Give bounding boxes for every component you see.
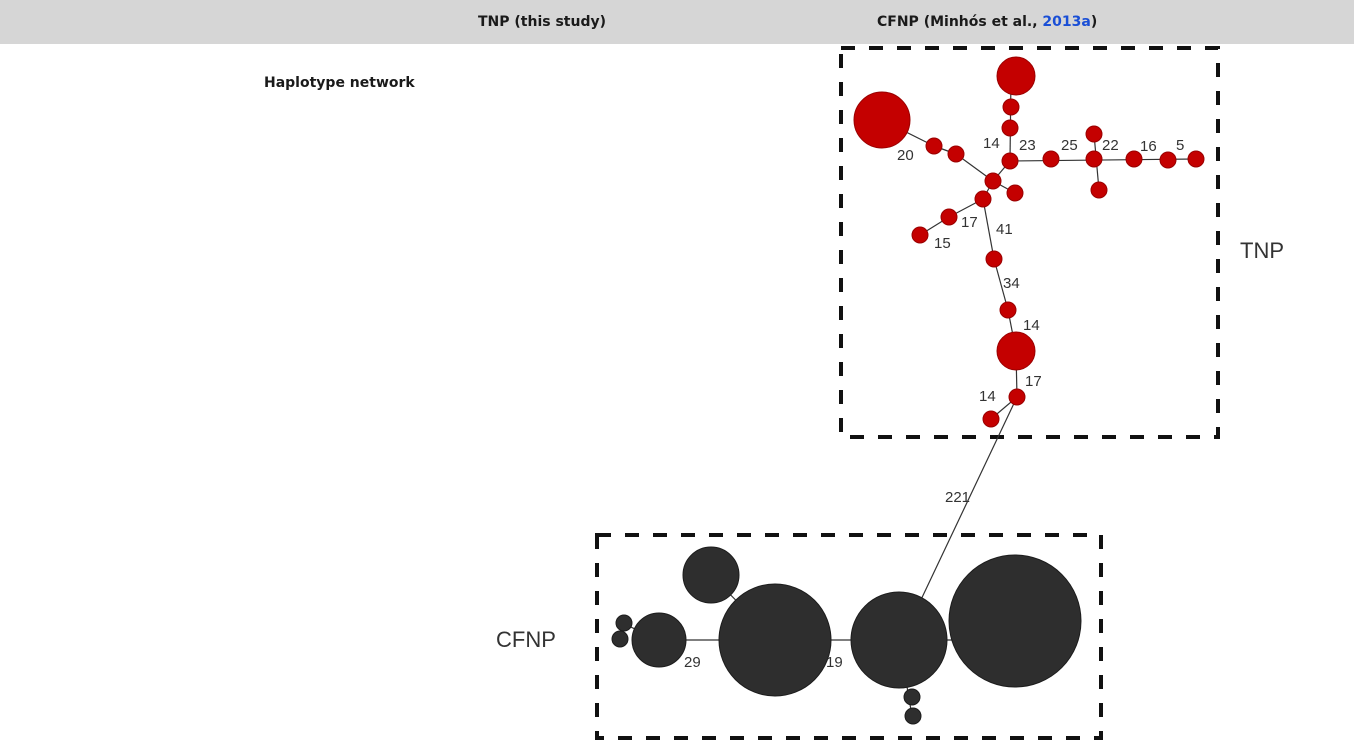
row-label-haplotype-network: Haplotype network xyxy=(264,75,415,91)
edge-label: 23 xyxy=(1019,137,1036,154)
edge xyxy=(993,258,1009,311)
edge-label: 5 xyxy=(1176,137,1184,154)
haplotype-node xyxy=(1085,125,1103,143)
edge-label: 17 xyxy=(961,214,978,231)
edge-label: 15 xyxy=(934,235,951,252)
haplotype-node xyxy=(718,583,832,697)
edge-label: 41 xyxy=(996,221,1013,238)
haplotype-node xyxy=(1002,98,1020,116)
column-header-tnp: TNP (this study) xyxy=(478,14,607,30)
haplotype-node xyxy=(982,410,1000,428)
edge-label: 221 xyxy=(945,489,970,506)
cfnp-group-box xyxy=(595,533,1103,740)
edge-label: 14 xyxy=(979,388,996,405)
haplotype-node xyxy=(1006,184,1024,202)
haplotype-node xyxy=(1008,388,1026,406)
edge-label: 14 xyxy=(1023,317,1040,334)
haplotype-node xyxy=(615,614,633,632)
haplotype-node xyxy=(853,91,911,149)
haplotype-node xyxy=(1001,119,1019,137)
table-header: TNP (this study) CFNP (Minhós et al., 20… xyxy=(0,0,1354,44)
haplotype-node xyxy=(940,208,958,226)
haplotype-node xyxy=(1125,150,1143,168)
haplotype-node xyxy=(985,250,1003,268)
edge-label: 16 xyxy=(1140,138,1157,155)
haplotype-node xyxy=(1042,150,1060,168)
edge-labels: 20 14 23 25 22 16 5 17 41 15 34 14 17 14… xyxy=(684,135,1184,671)
haplotype-node xyxy=(903,688,921,706)
edge-label: 19 xyxy=(826,654,843,671)
haplotype-node xyxy=(911,226,929,244)
edge-label: 20 xyxy=(897,147,914,164)
haplotype-node xyxy=(631,612,687,668)
haplotype-node xyxy=(974,190,992,208)
haplotype-node xyxy=(850,591,948,689)
haplotype-node xyxy=(948,554,1082,688)
tnp-nodes xyxy=(853,56,1205,428)
haplotype-node xyxy=(925,137,943,155)
edge-label: 29 xyxy=(684,654,701,671)
edge-221 xyxy=(917,396,1018,607)
tnp-group-box xyxy=(839,46,1220,439)
edge-label: 14 xyxy=(983,135,1000,152)
tnp-edges xyxy=(881,75,1197,607)
haplotype-node xyxy=(947,145,965,163)
haplotype-node xyxy=(904,707,922,725)
column-header-cfnp: CFNP (Minhós et al., 2013a) xyxy=(877,14,1097,30)
column-header-cfnp-text: CFNP (Minhós et al., xyxy=(877,14,1043,30)
group-label-cfnp: CFNP xyxy=(496,627,556,652)
haplotype-node xyxy=(1159,151,1177,169)
haplotype-node xyxy=(611,630,629,648)
haplotype-node xyxy=(1085,150,1103,168)
haplotype-node xyxy=(682,546,740,604)
edge-label: 22 xyxy=(1102,137,1119,154)
citation-link[interactable]: 2013a xyxy=(1042,14,1091,30)
haplotype-node xyxy=(996,331,1036,371)
edge-label: 25 xyxy=(1061,137,1078,154)
haplotype-node xyxy=(1001,152,1019,170)
edge-label: 17 xyxy=(1025,373,1042,390)
edge xyxy=(982,198,995,260)
haplotype-node xyxy=(1187,150,1205,168)
cfnp-nodes xyxy=(611,546,1082,725)
edge-label: 34 xyxy=(1003,275,1020,292)
group-label-tnp: TNP xyxy=(1240,238,1284,263)
haplotype-node xyxy=(1090,181,1108,199)
haplotype-node xyxy=(996,56,1036,96)
haplotype-node xyxy=(999,301,1017,319)
haplotype-node xyxy=(984,172,1002,190)
column-header-cfnp-suffix: ) xyxy=(1090,14,1098,30)
